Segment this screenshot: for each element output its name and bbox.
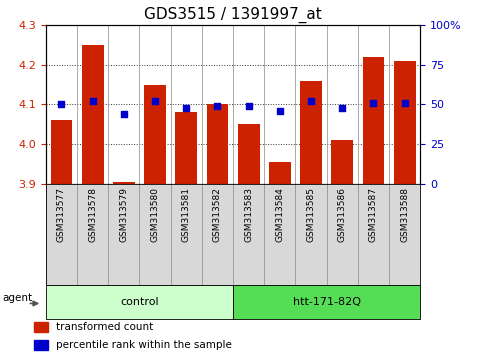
Text: percentile rank within the sample: percentile rank within the sample	[56, 340, 231, 350]
Title: GDS3515 / 1391997_at: GDS3515 / 1391997_at	[144, 7, 322, 23]
Bar	[233, 285, 420, 319]
Text: GSM313586: GSM313586	[338, 187, 347, 242]
Bar	[113, 182, 135, 184]
Bar	[51, 120, 72, 184]
Text: transformed count: transformed count	[56, 322, 153, 332]
Bar	[34, 322, 48, 332]
Bar	[238, 124, 259, 184]
Point	[151, 98, 159, 104]
Bar	[269, 162, 291, 184]
Point	[307, 98, 315, 104]
Point	[120, 111, 128, 117]
Point	[183, 105, 190, 110]
Bar	[46, 285, 233, 319]
Text: control: control	[120, 297, 159, 307]
Bar	[34, 340, 48, 350]
Point	[89, 98, 97, 104]
Bar	[144, 85, 166, 184]
Bar	[300, 80, 322, 184]
Text: GSM313584: GSM313584	[275, 187, 284, 242]
Bar	[82, 45, 103, 184]
Text: GSM313588: GSM313588	[400, 187, 409, 242]
Point	[369, 100, 377, 105]
Point	[339, 105, 346, 110]
Text: GSM313580: GSM313580	[151, 187, 159, 242]
Point	[276, 108, 284, 114]
Text: GSM313578: GSM313578	[88, 187, 97, 242]
Text: htt-171-82Q: htt-171-82Q	[293, 297, 361, 307]
Bar	[175, 113, 197, 184]
Text: GSM313581: GSM313581	[182, 187, 191, 242]
Text: GSM313579: GSM313579	[119, 187, 128, 242]
Text: GSM313583: GSM313583	[244, 187, 253, 242]
Text: GSM313585: GSM313585	[307, 187, 315, 242]
Text: agent: agent	[2, 293, 32, 303]
Text: GSM313577: GSM313577	[57, 187, 66, 242]
Text: GSM313587: GSM313587	[369, 187, 378, 242]
Text: GSM313582: GSM313582	[213, 187, 222, 242]
Bar	[207, 104, 228, 184]
Bar	[331, 140, 353, 184]
Point	[401, 100, 409, 105]
Point	[245, 103, 253, 109]
Bar	[394, 61, 415, 184]
Point	[213, 103, 221, 109]
Bar	[363, 57, 384, 184]
Point	[57, 102, 65, 107]
